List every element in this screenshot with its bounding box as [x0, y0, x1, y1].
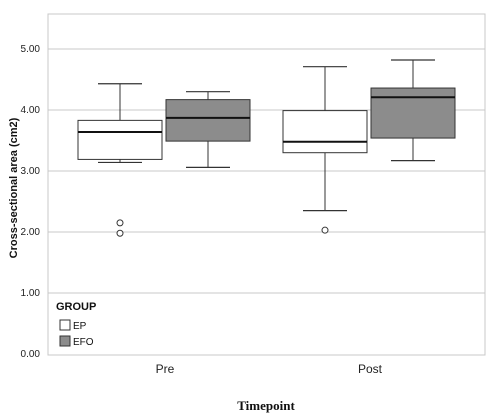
- y-tick-label: 4.00: [21, 105, 41, 116]
- box-efo-post: [370, 59, 456, 162]
- legend: GROUP EP EFO: [56, 301, 96, 348]
- y-axis-tick-labels: 0.00 1.00 2.00 3.00 4.00 5.00: [21, 44, 41, 360]
- legend-label-efo: EFO: [73, 337, 94, 348]
- outlier-point: [116, 229, 124, 237]
- x-tick-label: Post: [358, 362, 383, 376]
- x-axis-label: Timepoint: [237, 398, 295, 413]
- box-groups: [77, 59, 456, 237]
- iqr-box: [370, 87, 456, 139]
- y-tick-label: 5.00: [21, 44, 41, 55]
- legend-label-ep: EP: [73, 321, 87, 332]
- legend-swatch-efo: [59, 335, 71, 347]
- outlier-point: [321, 226, 329, 234]
- iqr-box: [77, 119, 163, 160]
- iqr-box: [165, 99, 251, 142]
- x-axis-category-labels: Pre Post: [156, 362, 383, 376]
- y-tick-label: 3.00: [21, 166, 41, 177]
- y-tick-label: 1.00: [21, 288, 41, 299]
- box-ep-pre: [77, 83, 163, 237]
- legend-title: GROUP: [56, 301, 96, 313]
- y-axis-label: Cross-sectional area (cm2): [8, 117, 20, 258]
- legend-swatch-ep: [59, 319, 71, 331]
- y-tick-label: 0.00: [21, 349, 41, 360]
- box-efo-pre: [165, 91, 251, 168]
- y-tick-label: 2.00: [21, 227, 41, 238]
- box-ep-post: [282, 66, 368, 234]
- x-tick-label: Pre: [156, 362, 175, 376]
- plot-area-frame: [47, 13, 486, 356]
- outlier-point: [116, 219, 124, 227]
- iqr-box: [282, 110, 368, 154]
